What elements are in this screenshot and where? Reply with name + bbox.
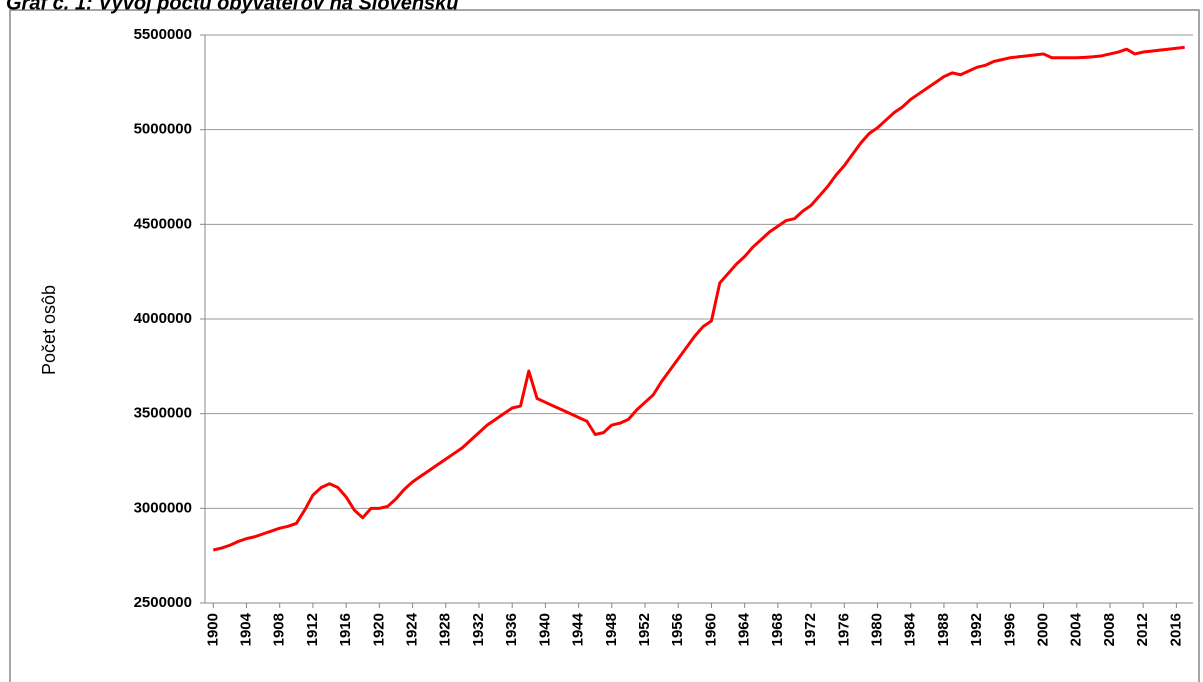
x-tick-label: 2016 bbox=[1167, 613, 1184, 646]
x-tick-label: 1908 bbox=[271, 613, 288, 646]
x-tick-label: 1996 bbox=[1001, 613, 1018, 646]
x-tick-label: 1948 bbox=[603, 613, 620, 646]
x-tick-label: 1928 bbox=[437, 613, 454, 646]
x-tick-label: 1924 bbox=[404, 612, 421, 646]
x-tick-label: 1968 bbox=[769, 613, 786, 646]
x-tick-label: 1920 bbox=[370, 613, 387, 646]
x-tick-label: 1916 bbox=[337, 613, 354, 646]
x-tick-label: 1932 bbox=[470, 613, 487, 646]
x-tick-label: 1904 bbox=[237, 612, 254, 646]
y-tick-label: 5000000 bbox=[134, 121, 192, 138]
chart-border bbox=[9, 9, 1200, 682]
line bbox=[212, 45, 1185, 552]
x-tick-label: 1952 bbox=[636, 613, 653, 646]
y-axis-label: Počet osôb bbox=[39, 285, 59, 375]
y-tick-label: 4500000 bbox=[134, 215, 192, 232]
y-tick-label: 3000000 bbox=[134, 499, 192, 516]
x-tick-label: 2012 bbox=[1134, 613, 1151, 646]
x-tick-label: 1964 bbox=[736, 612, 753, 646]
x-tick-label: 2000 bbox=[1035, 613, 1052, 646]
x-tick-label: 1900 bbox=[204, 613, 221, 646]
y-tick-label: 5500000 bbox=[134, 26, 192, 43]
x-tick-label: 2008 bbox=[1101, 613, 1118, 646]
x-tick-label: 1936 bbox=[503, 613, 520, 646]
y-tick-label: 2500000 bbox=[134, 594, 192, 611]
x-tick-label: 1984 bbox=[902, 612, 919, 646]
x-tick-label: 1960 bbox=[702, 613, 719, 646]
x-tick-label: 1980 bbox=[868, 613, 885, 646]
x-tick-label: 1956 bbox=[669, 613, 686, 646]
y-tick-label: 3500000 bbox=[134, 405, 192, 422]
x-tick-label: 1976 bbox=[835, 613, 852, 646]
x-tick-label: 1992 bbox=[968, 613, 985, 646]
x-tick-label: 1944 bbox=[570, 612, 587, 646]
x-tick-label: 1988 bbox=[935, 613, 952, 646]
x-tick-label: 1940 bbox=[536, 613, 553, 646]
x-tick-label: 1912 bbox=[304, 613, 321, 646]
y-tick-label: 4000000 bbox=[134, 310, 192, 327]
x-tick-label: 2004 bbox=[1068, 612, 1085, 646]
x-tick-label: 1972 bbox=[802, 613, 819, 646]
chart-title: Graf č. 1: Vývoj počtu obyvateľov na Slo… bbox=[6, 0, 459, 14]
